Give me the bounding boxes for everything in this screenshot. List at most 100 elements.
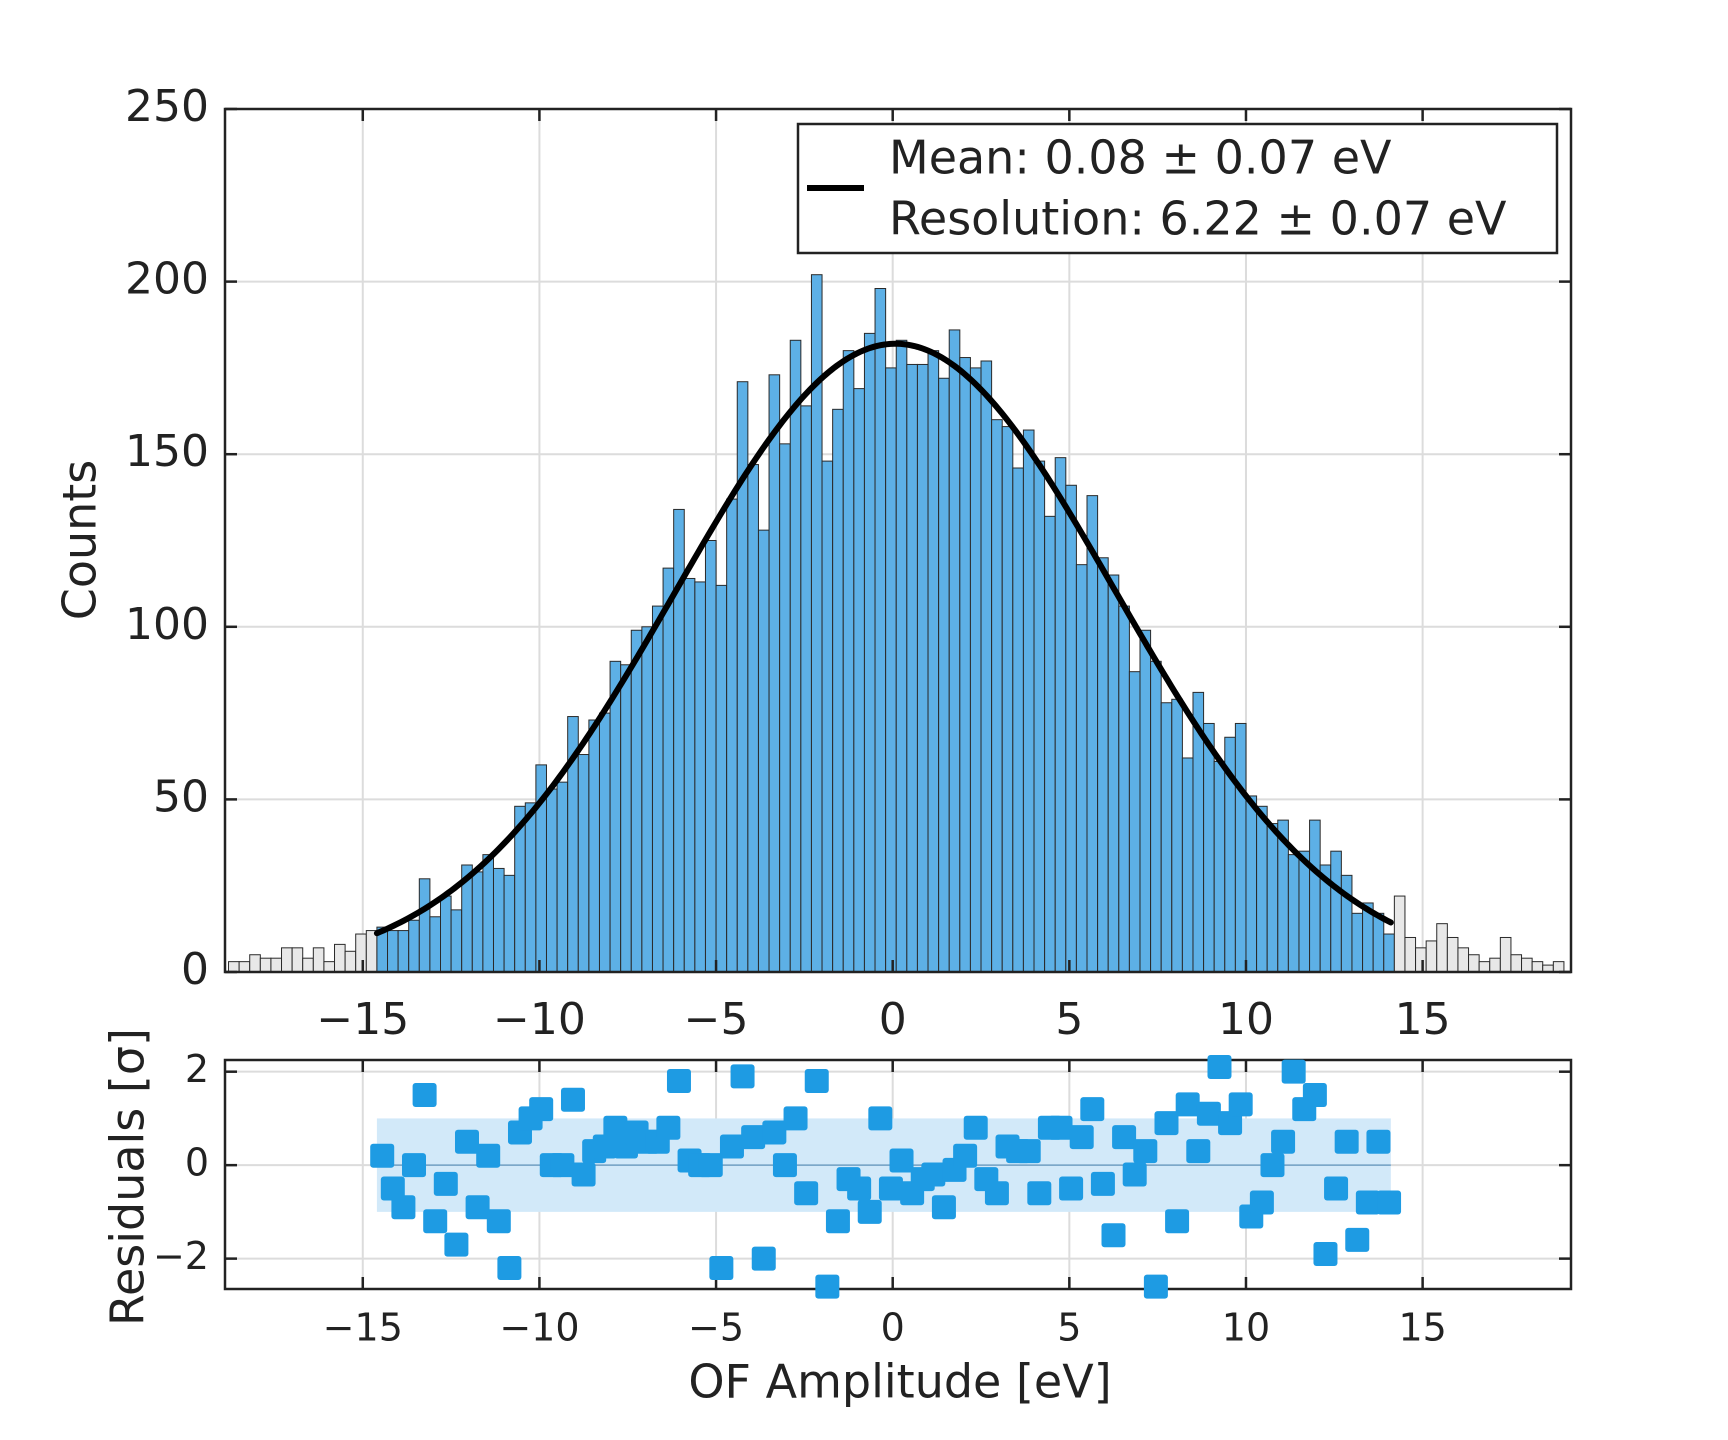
x-tick-label: 15 (1395, 994, 1451, 1045)
bar (1234, 722, 1247, 972)
bar (471, 871, 484, 972)
y-tick-label: 100 (125, 599, 209, 650)
point (1059, 1176, 1084, 1201)
bar (863, 332, 876, 972)
bar (1012, 467, 1024, 972)
bar (577, 754, 590, 972)
axes-frame (223, 107, 1573, 974)
point (698, 1153, 723, 1178)
point (921, 1162, 946, 1187)
bar (853, 388, 865, 972)
point (719, 1134, 744, 1159)
point (603, 1115, 628, 1140)
bar (885, 367, 897, 972)
point (1313, 1241, 1338, 1266)
point (656, 1115, 681, 1140)
point (868, 1106, 893, 1131)
bar (1425, 940, 1438, 972)
point (878, 1176, 903, 1201)
point (815, 1274, 840, 1299)
point (412, 1083, 437, 1108)
bar (355, 933, 367, 972)
data (228, 274, 1565, 972)
point (1228, 1092, 1253, 1117)
bar (1330, 850, 1342, 972)
point (550, 1153, 575, 1178)
point (1080, 1097, 1105, 1122)
bar (387, 930, 399, 972)
bar (1309, 819, 1321, 972)
point (423, 1209, 448, 1234)
point (454, 1129, 479, 1154)
bar (503, 874, 516, 972)
y-tick-label: −2 (153, 1234, 209, 1278)
legend-box (796, 122, 1559, 255)
bar (874, 288, 887, 972)
point (1281, 1059, 1306, 1084)
bar (1044, 515, 1056, 972)
point (380, 1176, 405, 1201)
point (847, 1176, 872, 1201)
bar (1415, 947, 1427, 972)
bar (365, 930, 378, 972)
bar (1054, 457, 1067, 972)
bar (1118, 605, 1130, 972)
bar (704, 540, 717, 972)
point (1218, 1111, 1243, 1136)
bar (630, 629, 643, 972)
axes-frame (223, 1058, 1573, 1291)
point (1260, 1153, 1285, 1178)
point (857, 1199, 882, 1224)
point (486, 1209, 511, 1234)
bar (397, 930, 410, 972)
point (772, 1153, 797, 1178)
bar (1383, 933, 1395, 972)
point (571, 1162, 596, 1187)
bar (1521, 957, 1533, 972)
legend-label: Resolution: 6.22 ± 0.07 eV (889, 192, 1507, 246)
x-tick-label: −15 (323, 1306, 403, 1350)
bar (779, 443, 791, 972)
bar (1446, 936, 1459, 972)
point (1186, 1139, 1211, 1164)
bar (1160, 702, 1173, 972)
point (1345, 1227, 1370, 1252)
bar (980, 360, 993, 972)
point (751, 1246, 776, 1271)
y-tick-label: 0 (181, 944, 209, 995)
x-tick-label: 5 (1055, 994, 1083, 1045)
axes: −15 −10 −5 0 5 10 15 −2 0 2 (153, 1047, 1573, 1350)
bar (1372, 912, 1385, 972)
bar (959, 357, 971, 972)
bar (598, 712, 611, 972)
bar (1213, 760, 1226, 972)
bar (969, 367, 982, 972)
bar (1033, 460, 1046, 972)
y-axis-label: Residuals [σ] (101, 1028, 155, 1326)
bar (1181, 757, 1194, 972)
bar (1139, 629, 1152, 972)
bar (757, 529, 770, 972)
bar (991, 419, 1003, 972)
point (1249, 1190, 1274, 1215)
bar (323, 961, 336, 972)
bar (524, 802, 537, 972)
x-tick-label: −15 (316, 994, 409, 1045)
point (1165, 1209, 1190, 1234)
bar (1097, 557, 1109, 972)
bar (281, 947, 293, 972)
point (1366, 1129, 1391, 1154)
bar (1256, 805, 1268, 972)
legend: Mean: 0.08 ± 0.07 eV Resolution: 6.22 ± 0… (796, 122, 1559, 255)
bar (821, 460, 834, 972)
bar (948, 329, 961, 972)
point (1122, 1162, 1147, 1187)
bar (1065, 484, 1077, 972)
fit-curve (373, 340, 1394, 937)
bar (1203, 722, 1215, 972)
bar (408, 919, 420, 972)
bar (291, 947, 304, 972)
point (1133, 1139, 1158, 1164)
